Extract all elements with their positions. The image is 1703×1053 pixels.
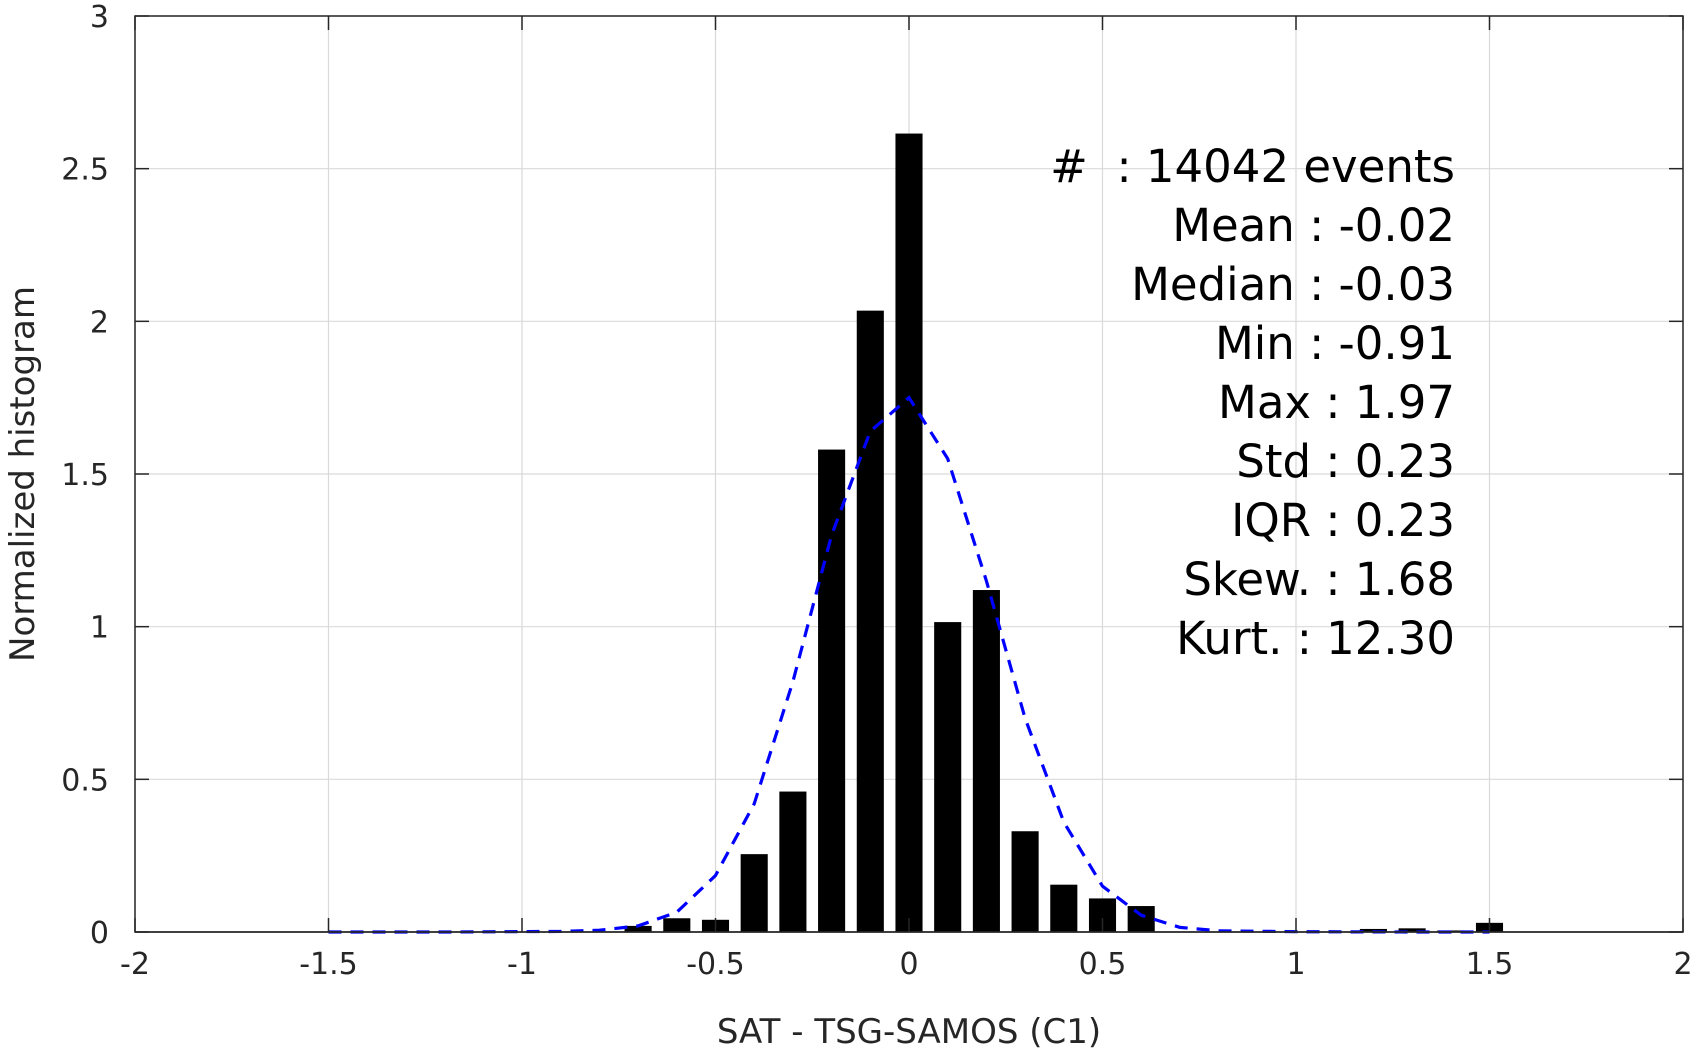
histogram-bar [1398,928,1426,932]
y-tick-label: 0.5 [61,763,109,798]
x-tick-label: 1 [1286,947,1305,982]
stat-line: Max : 1.97 [1218,376,1455,429]
y-tick-label: 2 [90,305,109,340]
stat-line: Median : -0.03 [1131,258,1455,311]
y-tick-label: 2.5 [61,153,109,188]
y-tick-label: 0 [90,916,109,951]
x-tick-label: 0.5 [1079,947,1127,982]
histogram-bar [1050,884,1078,932]
x-tick-label: 1.5 [1466,947,1514,982]
stat-line: # : 14042 events [1050,140,1455,193]
x-tick-labels: -2 -1.5 -1 -0.5 0 0.5 1 1.5 2 [120,947,1693,982]
y-tick-labels: 0 0.5 1 1.5 2 2.5 3 [61,0,109,951]
histogram-bar [1127,906,1155,932]
fit-curve-layer [328,395,1490,934]
x-tick-label: 0 [899,947,918,982]
histogram-bar [934,622,962,932]
x-tick-label: -0.5 [686,947,745,982]
histogram-bar [1011,831,1039,932]
y-tick-label: 3 [90,0,109,35]
stat-line: IQR : 0.23 [1231,494,1455,547]
y-tick-label: 1 [90,611,109,646]
y-axis-title: Normalized histogram [3,286,43,662]
histogram-bar [740,854,768,932]
statistics-box: # : 14042 events Mean : -0.02 Median : -0.… [1050,140,1455,665]
x-tick-label: -2 [120,947,150,982]
axes-frame [134,15,1684,933]
stat-line: Min : -0.91 [1215,317,1455,370]
histogram-bar [624,925,652,932]
stat-line: Std : 0.23 [1236,435,1455,488]
x-tick-label: 2 [1673,947,1692,982]
stat-line: Mean : -0.02 [1172,199,1455,252]
fit-curve-line [328,395,1490,934]
stat-line: Kurt. : 12.30 [1176,612,1455,665]
x-tick-label: -1.5 [299,947,358,982]
histogram-bar [818,449,846,932]
x-axis-title: SAT - TSG-SAMOS (C1) [717,1012,1101,1052]
y-tick-label: 1.5 [61,458,109,493]
histogram-bars [624,133,1504,932]
stat-line: Skew. : 1.68 [1183,553,1455,606]
histogram-bar [972,590,1000,932]
x-tick-label: -1 [507,947,537,982]
histogram-bar [856,310,884,932]
histogram-bar [663,918,691,932]
histogram-bar [779,791,807,932]
histogram-bar [895,133,923,932]
